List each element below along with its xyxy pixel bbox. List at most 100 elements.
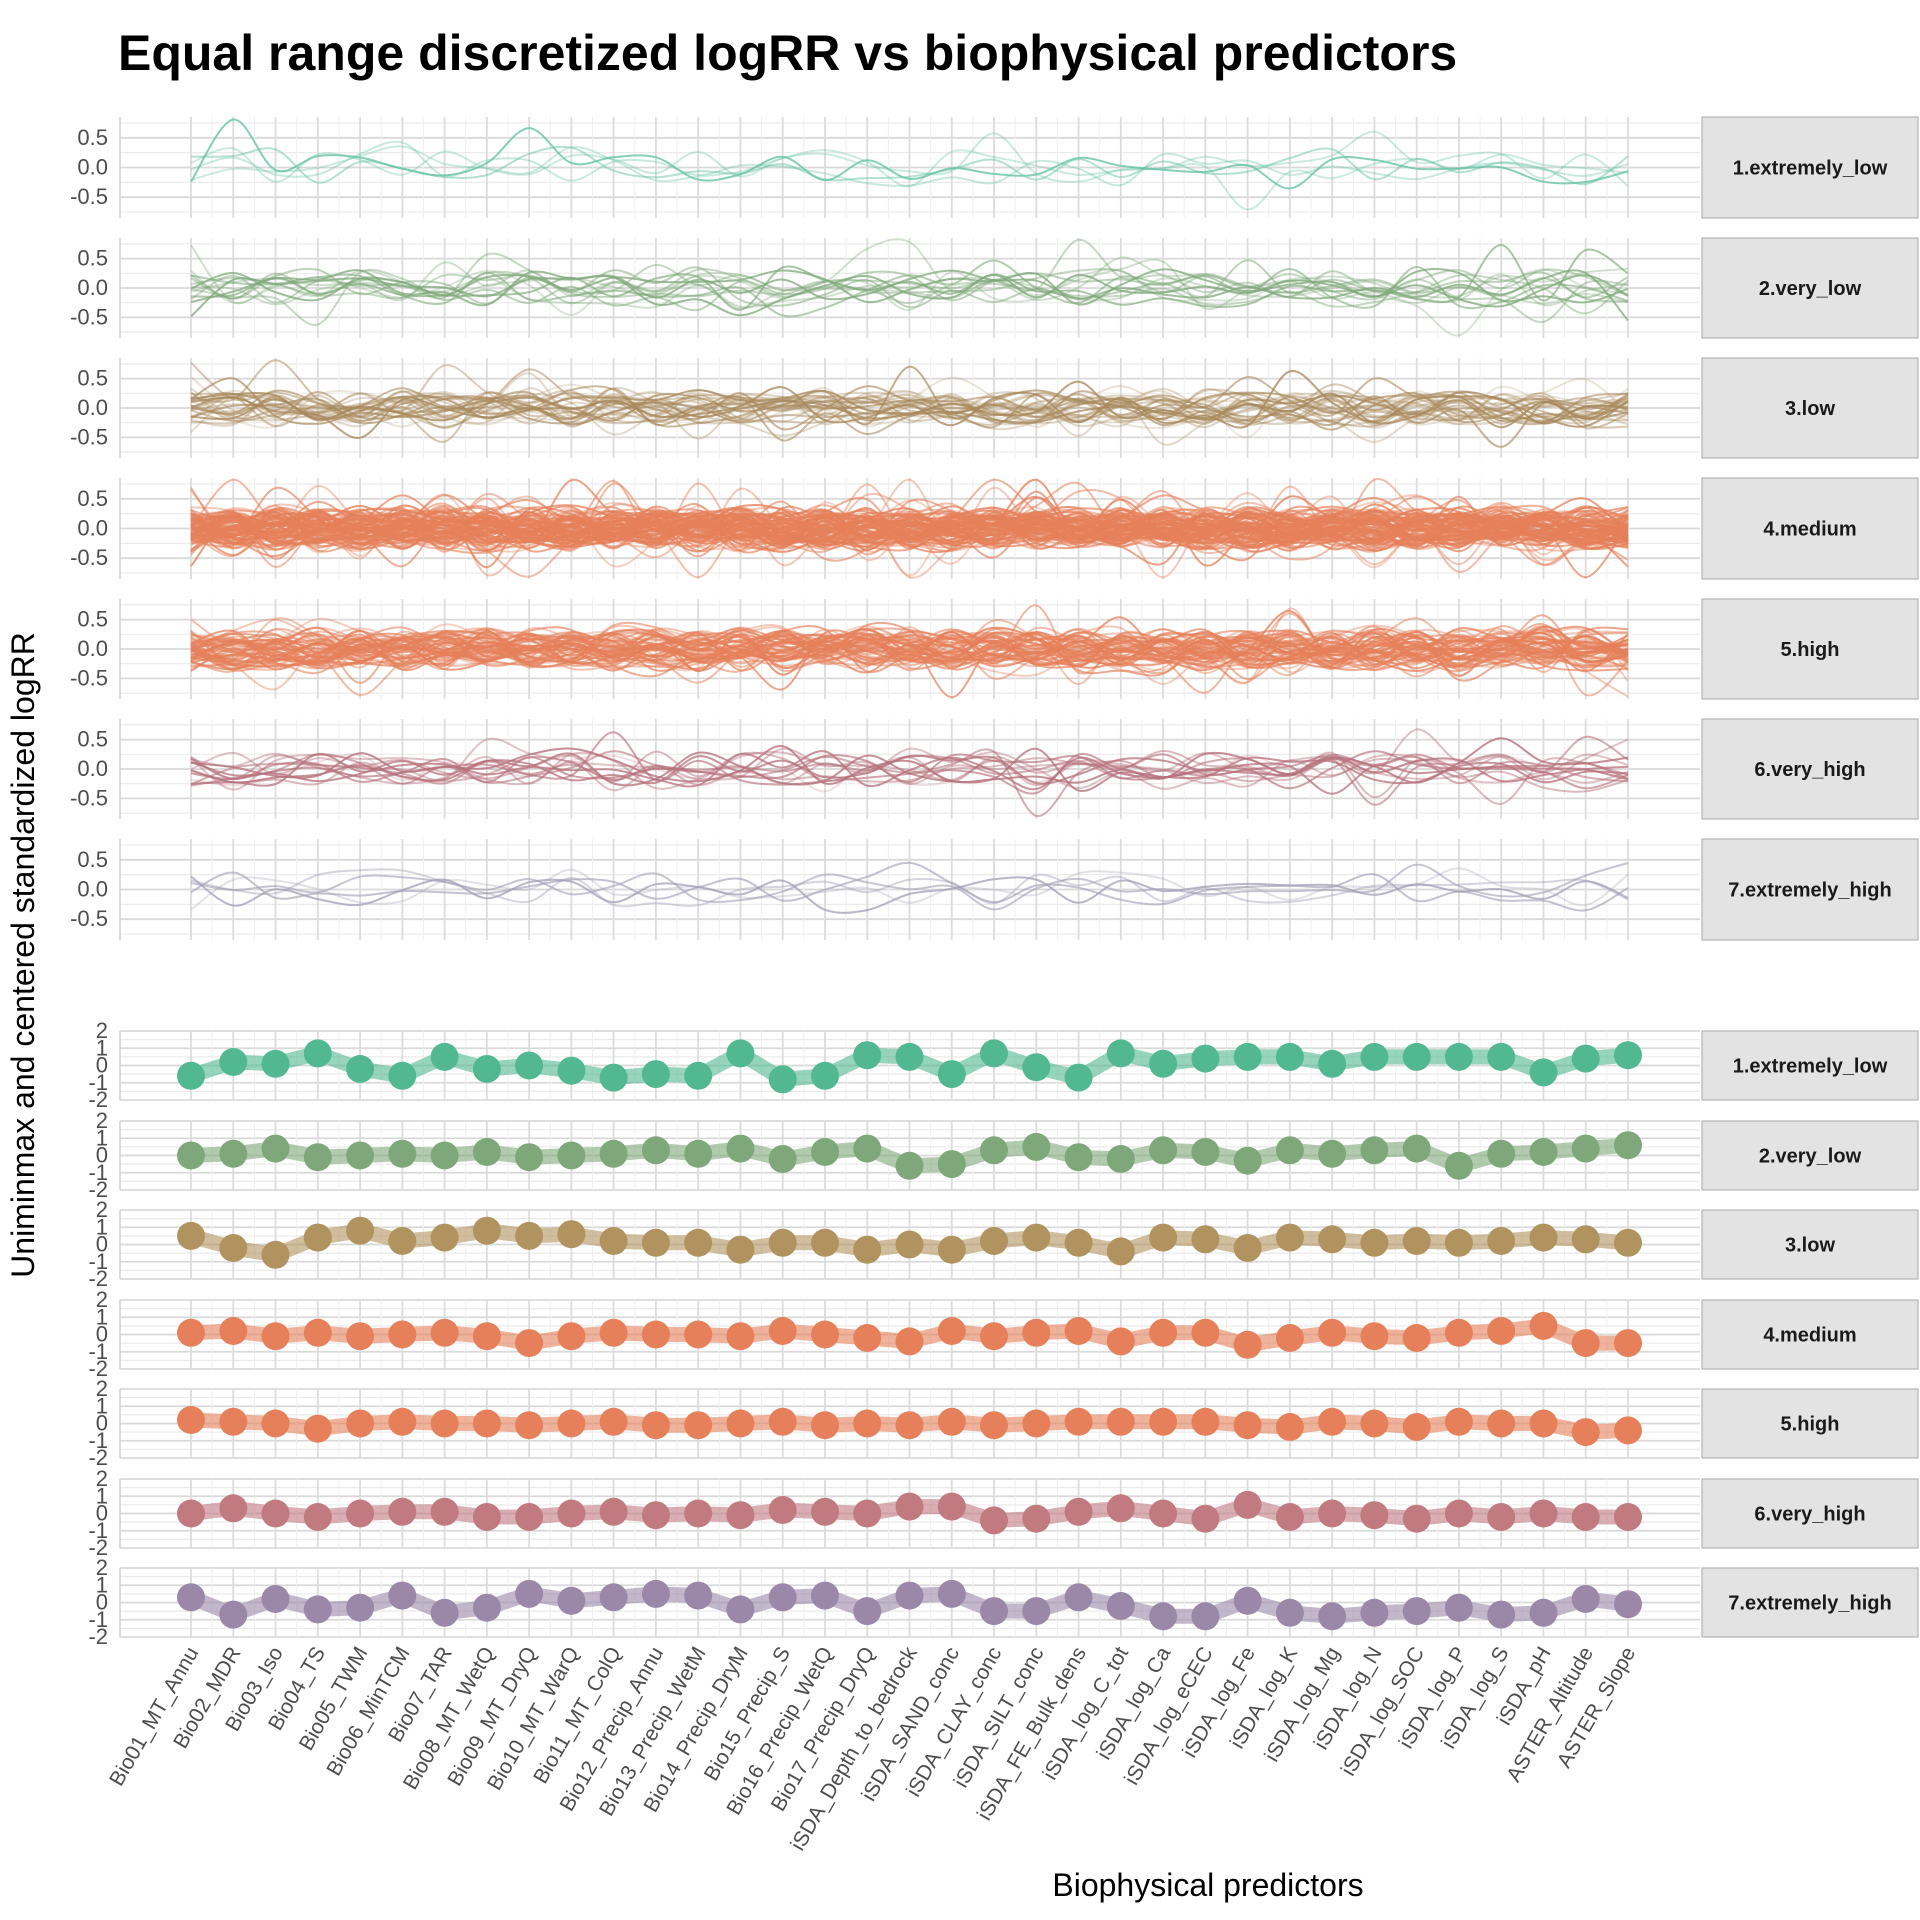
observation-line [190, 243, 1629, 311]
top-panel-6: 0.5 0.0 -0.5 6.very_high [70, 718, 1919, 820]
series-point [1614, 1503, 1642, 1531]
series-point [388, 1581, 417, 1610]
series-point [303, 1318, 332, 1347]
observation-line [190, 118, 1629, 190]
series-point [1487, 1600, 1516, 1629]
bottom-panel-3-strip [1701, 1209, 1919, 1280]
series-point [219, 1600, 248, 1629]
top-panel-3-ytick-label: -0.5 [70, 424, 108, 449]
observation-line [190, 618, 1629, 675]
series-point [261, 1585, 290, 1613]
top-panel-3-strip-label: 3.low [1785, 398, 1835, 420]
top-panel-2-strip [1701, 237, 1919, 339]
series-point [557, 1141, 586, 1170]
series-point [1402, 1134, 1431, 1163]
series-point [1191, 1138, 1220, 1166]
series-point [472, 1593, 501, 1622]
chart-title: Equal range discretized logRR vs biophys… [118, 25, 1457, 81]
series-point [1022, 1409, 1051, 1438]
series-point [768, 1583, 797, 1612]
observation-line [190, 268, 1629, 337]
series-point [1149, 1049, 1178, 1078]
series-point [1106, 1145, 1135, 1173]
bottom-panel-6-ytick-label: 1 [96, 1483, 108, 1508]
bottom-panel-1: 210-1-2 1.extremely_low [88, 1018, 1919, 1112]
top-panel-5-ytick-label: 0.0 [77, 636, 108, 661]
series-point [937, 1235, 966, 1264]
series-point [1064, 1143, 1093, 1172]
observation-line [190, 380, 1629, 439]
series-point [599, 1139, 628, 1168]
series-point [1233, 1586, 1262, 1615]
series-point [937, 1579, 966, 1608]
observation-line [190, 627, 1629, 676]
bottom-panel-4-strip-label: 4.medium [1763, 1325, 1856, 1347]
series-point [1022, 1597, 1051, 1626]
observation-line [190, 625, 1629, 672]
top-panel-3-strip [1701, 357, 1919, 459]
bottom-panel-6-ytick-label: 0 [96, 1501, 108, 1526]
series-point [261, 1499, 290, 1528]
series-point [1444, 1151, 1473, 1180]
top-panel-5-strip [1701, 598, 1919, 700]
top-panel-3-ytick-label: 0.5 [77, 366, 108, 391]
series-point [472, 1409, 501, 1438]
top-panel-2-lines [190, 238, 1629, 337]
series-point [641, 1501, 670, 1530]
series-point [1149, 1318, 1178, 1347]
bottom-panel-3-ytick-label: 2 [96, 1197, 108, 1222]
series-point [1614, 1416, 1642, 1445]
series-point [684, 1411, 713, 1440]
series-point [388, 1320, 417, 1349]
bottom-panel-7-ytick-label: -2 [88, 1624, 108, 1649]
observation-line [190, 376, 1629, 425]
series-point [557, 1220, 586, 1249]
top-panel-1-ytick-label: -0.5 [70, 184, 108, 209]
series-point [1191, 1318, 1220, 1347]
series-point [219, 1317, 248, 1345]
top-section-panels: 0.5 0.0 -0.5 1.extremely_low 0.5 0.0 -0.5 2.ver… [70, 116, 1919, 941]
bottom-panel-5-ytick-label: 2 [96, 1376, 108, 1401]
series-point [515, 1329, 544, 1358]
bottom-panel-1-ytick-label: -2 [88, 1087, 108, 1112]
series-point [1064, 1497, 1093, 1526]
series-point [472, 1503, 501, 1531]
top-panel-6-ytick-label: 0.0 [77, 756, 108, 781]
top-panel-7-ytick-label: 0.5 [77, 847, 108, 872]
series-point [599, 1318, 628, 1347]
series-point [557, 1409, 586, 1438]
series-point [515, 1579, 544, 1608]
series-point [388, 1061, 417, 1090]
series-point [219, 1139, 248, 1168]
series-point [1444, 1318, 1473, 1347]
series-point [641, 1136, 670, 1165]
top-panel-6-strip-label: 6.very_high [1754, 759, 1865, 781]
series-point [980, 1411, 1008, 1440]
series-point [1022, 1318, 1051, 1347]
series-point [1529, 1409, 1558, 1438]
series-point [219, 1494, 248, 1523]
bottom-panel-5-ytick-label: -2 [88, 1445, 108, 1470]
top-panel-3-lines [190, 359, 1629, 448]
bottom-panel-6-strip [1701, 1478, 1919, 1549]
series-point [684, 1139, 713, 1168]
bottom-panel-4-ytick-label: -2 [88, 1356, 108, 1381]
series-point [1318, 1407, 1347, 1436]
series-point [177, 1583, 205, 1612]
series-point [853, 1597, 882, 1626]
series-point [472, 1322, 501, 1351]
series-point [177, 1318, 205, 1347]
observation-line [190, 273, 1629, 318]
series-point [1487, 1139, 1516, 1168]
series-point [1149, 1136, 1178, 1165]
bottom-panel-1-ytick-label: -1 [88, 1070, 108, 1095]
series-point [1149, 1407, 1178, 1436]
series-point [1571, 1503, 1600, 1531]
observation-line [190, 145, 1629, 211]
series-point [472, 1216, 501, 1245]
bottom-panel-3-ytick-label: 1 [96, 1214, 108, 1239]
series-point [346, 1499, 375, 1528]
series-point [1402, 1042, 1431, 1071]
bottom-panel-4: 210-1-2 4.medium [88, 1287, 1919, 1381]
bottom-panel-7-ytick-label: 0 [96, 1590, 108, 1615]
